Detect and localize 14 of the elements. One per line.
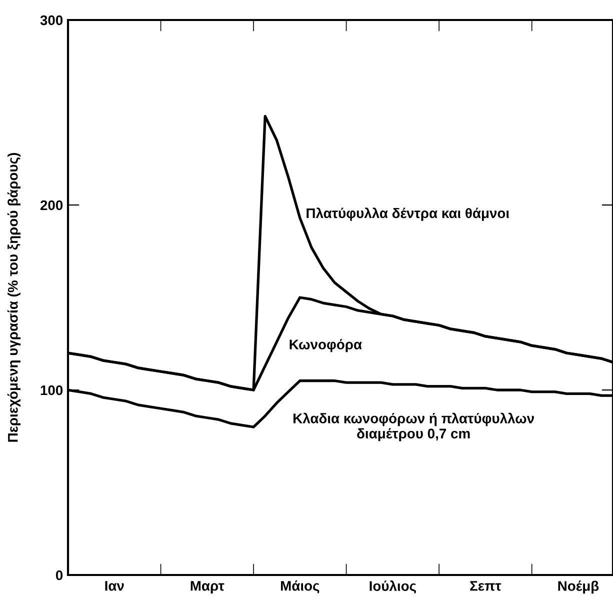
x-tick-label: Ιαν (105, 581, 124, 591)
y-tick-label: 200 (40, 200, 63, 210)
y-tick-label: 300 (40, 15, 63, 26)
x-tick-label: Μάιος (281, 580, 320, 594)
x-tick-label: Σεπτ (470, 581, 502, 591)
series-label: Πλατύφυλλα δέντρα και θάμνοι (306, 208, 510, 221)
x-tick-label: Νοέμβ (558, 580, 599, 594)
series-label: Κλαδια κωνοφόρων ή πλατύφυλλων διαμέτρου 0,7 cm (294, 412, 534, 442)
y-axis-title: Περιεχόμενη υγρασία (% του ξηρού βάρους) (7, 153, 21, 442)
y-tick-label: 100 (40, 385, 63, 396)
y-tick-label: 0 (56, 570, 63, 580)
x-tick-label: Μαρτ (190, 581, 224, 594)
x-tick-label: Ιούλιος (370, 580, 416, 594)
series-label: Κωνοφόρα (290, 339, 362, 352)
